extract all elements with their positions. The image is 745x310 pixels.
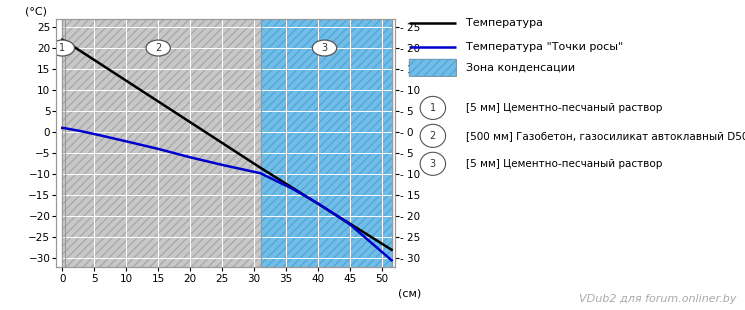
- Text: [5 мм] Цементно-песчаный раствор: [5 мм] Цементно-песчаный раствор: [466, 159, 663, 169]
- Bar: [261, 19, 392, 267]
- Text: 2: 2: [430, 131, 436, 141]
- Circle shape: [420, 96, 446, 119]
- Text: 1: 1: [430, 103, 436, 113]
- Text: Температура "Точки росы": Температура "Точки росы": [466, 42, 624, 52]
- Bar: [63, 19, 261, 267]
- Circle shape: [420, 152, 446, 175]
- Text: [5 мм] Цементно-песчаный раствор: [5 мм] Цементно-песчаный раствор: [466, 103, 663, 113]
- Text: Температура: Температура: [466, 18, 543, 28]
- Bar: [261, 19, 392, 267]
- Text: (см): (см): [399, 289, 422, 299]
- Text: 1: 1: [59, 43, 66, 53]
- Text: 3: 3: [430, 159, 436, 169]
- Text: 3: 3: [321, 43, 328, 53]
- Circle shape: [420, 124, 446, 148]
- Circle shape: [50, 40, 74, 56]
- Text: [500 мм] Газобетон, газосиликат автоклавный D500: [500 мм] Газобетон, газосиликат автоклав…: [466, 131, 745, 141]
- Bar: [410, 59, 456, 76]
- Text: VDub2 для forum.onliner.by: VDub2 для forum.onliner.by: [579, 294, 736, 304]
- Bar: [410, 59, 456, 76]
- Circle shape: [312, 40, 337, 56]
- Text: Зона конденсации: Зона конденсации: [466, 63, 575, 73]
- Circle shape: [146, 40, 171, 56]
- Text: (°C): (°C): [25, 6, 48, 16]
- Bar: [63, 19, 261, 267]
- Text: 2: 2: [155, 43, 162, 53]
